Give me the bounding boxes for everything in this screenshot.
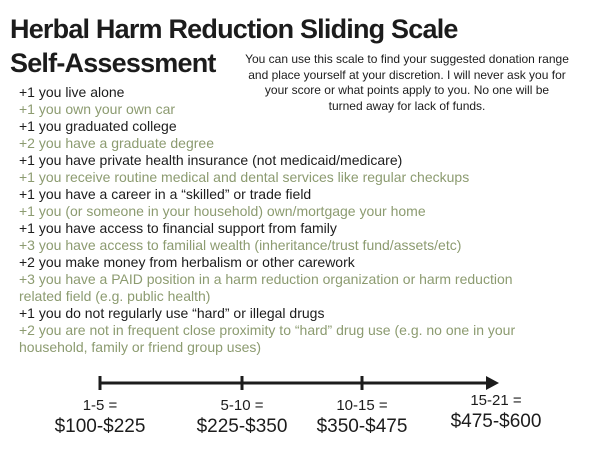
page-title: Herbal Harm Reduction Sliding Scale Self… [10, 14, 458, 78]
donation-amount: $350-$475 [316, 416, 408, 437]
score-range: 5-10 = [220, 397, 264, 414]
assessment-list: +1 you live alone +1 you own your own ca… [19, 84, 597, 356]
intro-text: You can use this scale to find your sugg… [245, 52, 569, 113]
scale-label-group: 1-5 = $100-$225 [55, 397, 146, 439]
assessment-item: +3 you have a PAID position in a harm re… [19, 271, 513, 304]
sliding-scale-axis [98, 376, 499, 390]
assessment-item: +2 you are not in frequent close proximi… [19, 322, 516, 355]
assessment-item: +1 you receive routine medical and denta… [19, 169, 470, 185]
scale-label-group: 10-15 = $350-$475 [317, 397, 408, 439]
arrow-right-icon [486, 376, 499, 390]
score-range: 15-21 = [470, 392, 522, 409]
score-range: 1-5 = [82, 397, 118, 414]
scale-label-group: 15-21 = $475-$600 [451, 392, 542, 434]
assessment-item: +1 you own your own car [19, 101, 176, 117]
assessment-item: +2 you make money from herbalism or othe… [19, 254, 355, 270]
donation-amount: $100-$225 [54, 416, 146, 437]
assessment-item: +3 you have access to familial wealth (i… [19, 237, 462, 253]
assessment-item: +1 you have a career in a “skilled” or t… [19, 186, 312, 202]
assessment-item: +1 you (or someone in your household) ow… [19, 203, 426, 219]
donation-amount: $475-$600 [450, 411, 542, 432]
donation-amount: $225-$350 [196, 416, 288, 437]
assessment-item: +1 you have access to financial support … [19, 220, 337, 236]
score-range: 10-15 = [336, 397, 388, 414]
scale-label-group: 5-10 = $225-$350 [197, 397, 288, 439]
assessment-item: +1 you live alone [19, 84, 125, 100]
assessment-item: +1 you do not regularly use “hard” or il… [19, 305, 325, 321]
assessment-item: +1 you have private health insurance (no… [19, 152, 403, 168]
assessment-item: +1 you graduated college [19, 118, 177, 134]
assessment-item: +2 you have a graduate degree [19, 135, 214, 151]
